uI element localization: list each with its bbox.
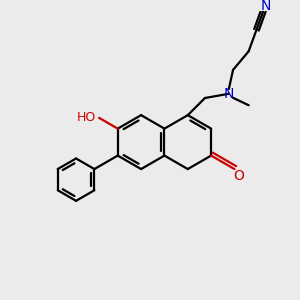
Text: HO: HO <box>77 111 96 124</box>
Text: O: O <box>233 169 244 183</box>
Text: N: N <box>260 0 271 13</box>
Text: N: N <box>224 87 234 101</box>
